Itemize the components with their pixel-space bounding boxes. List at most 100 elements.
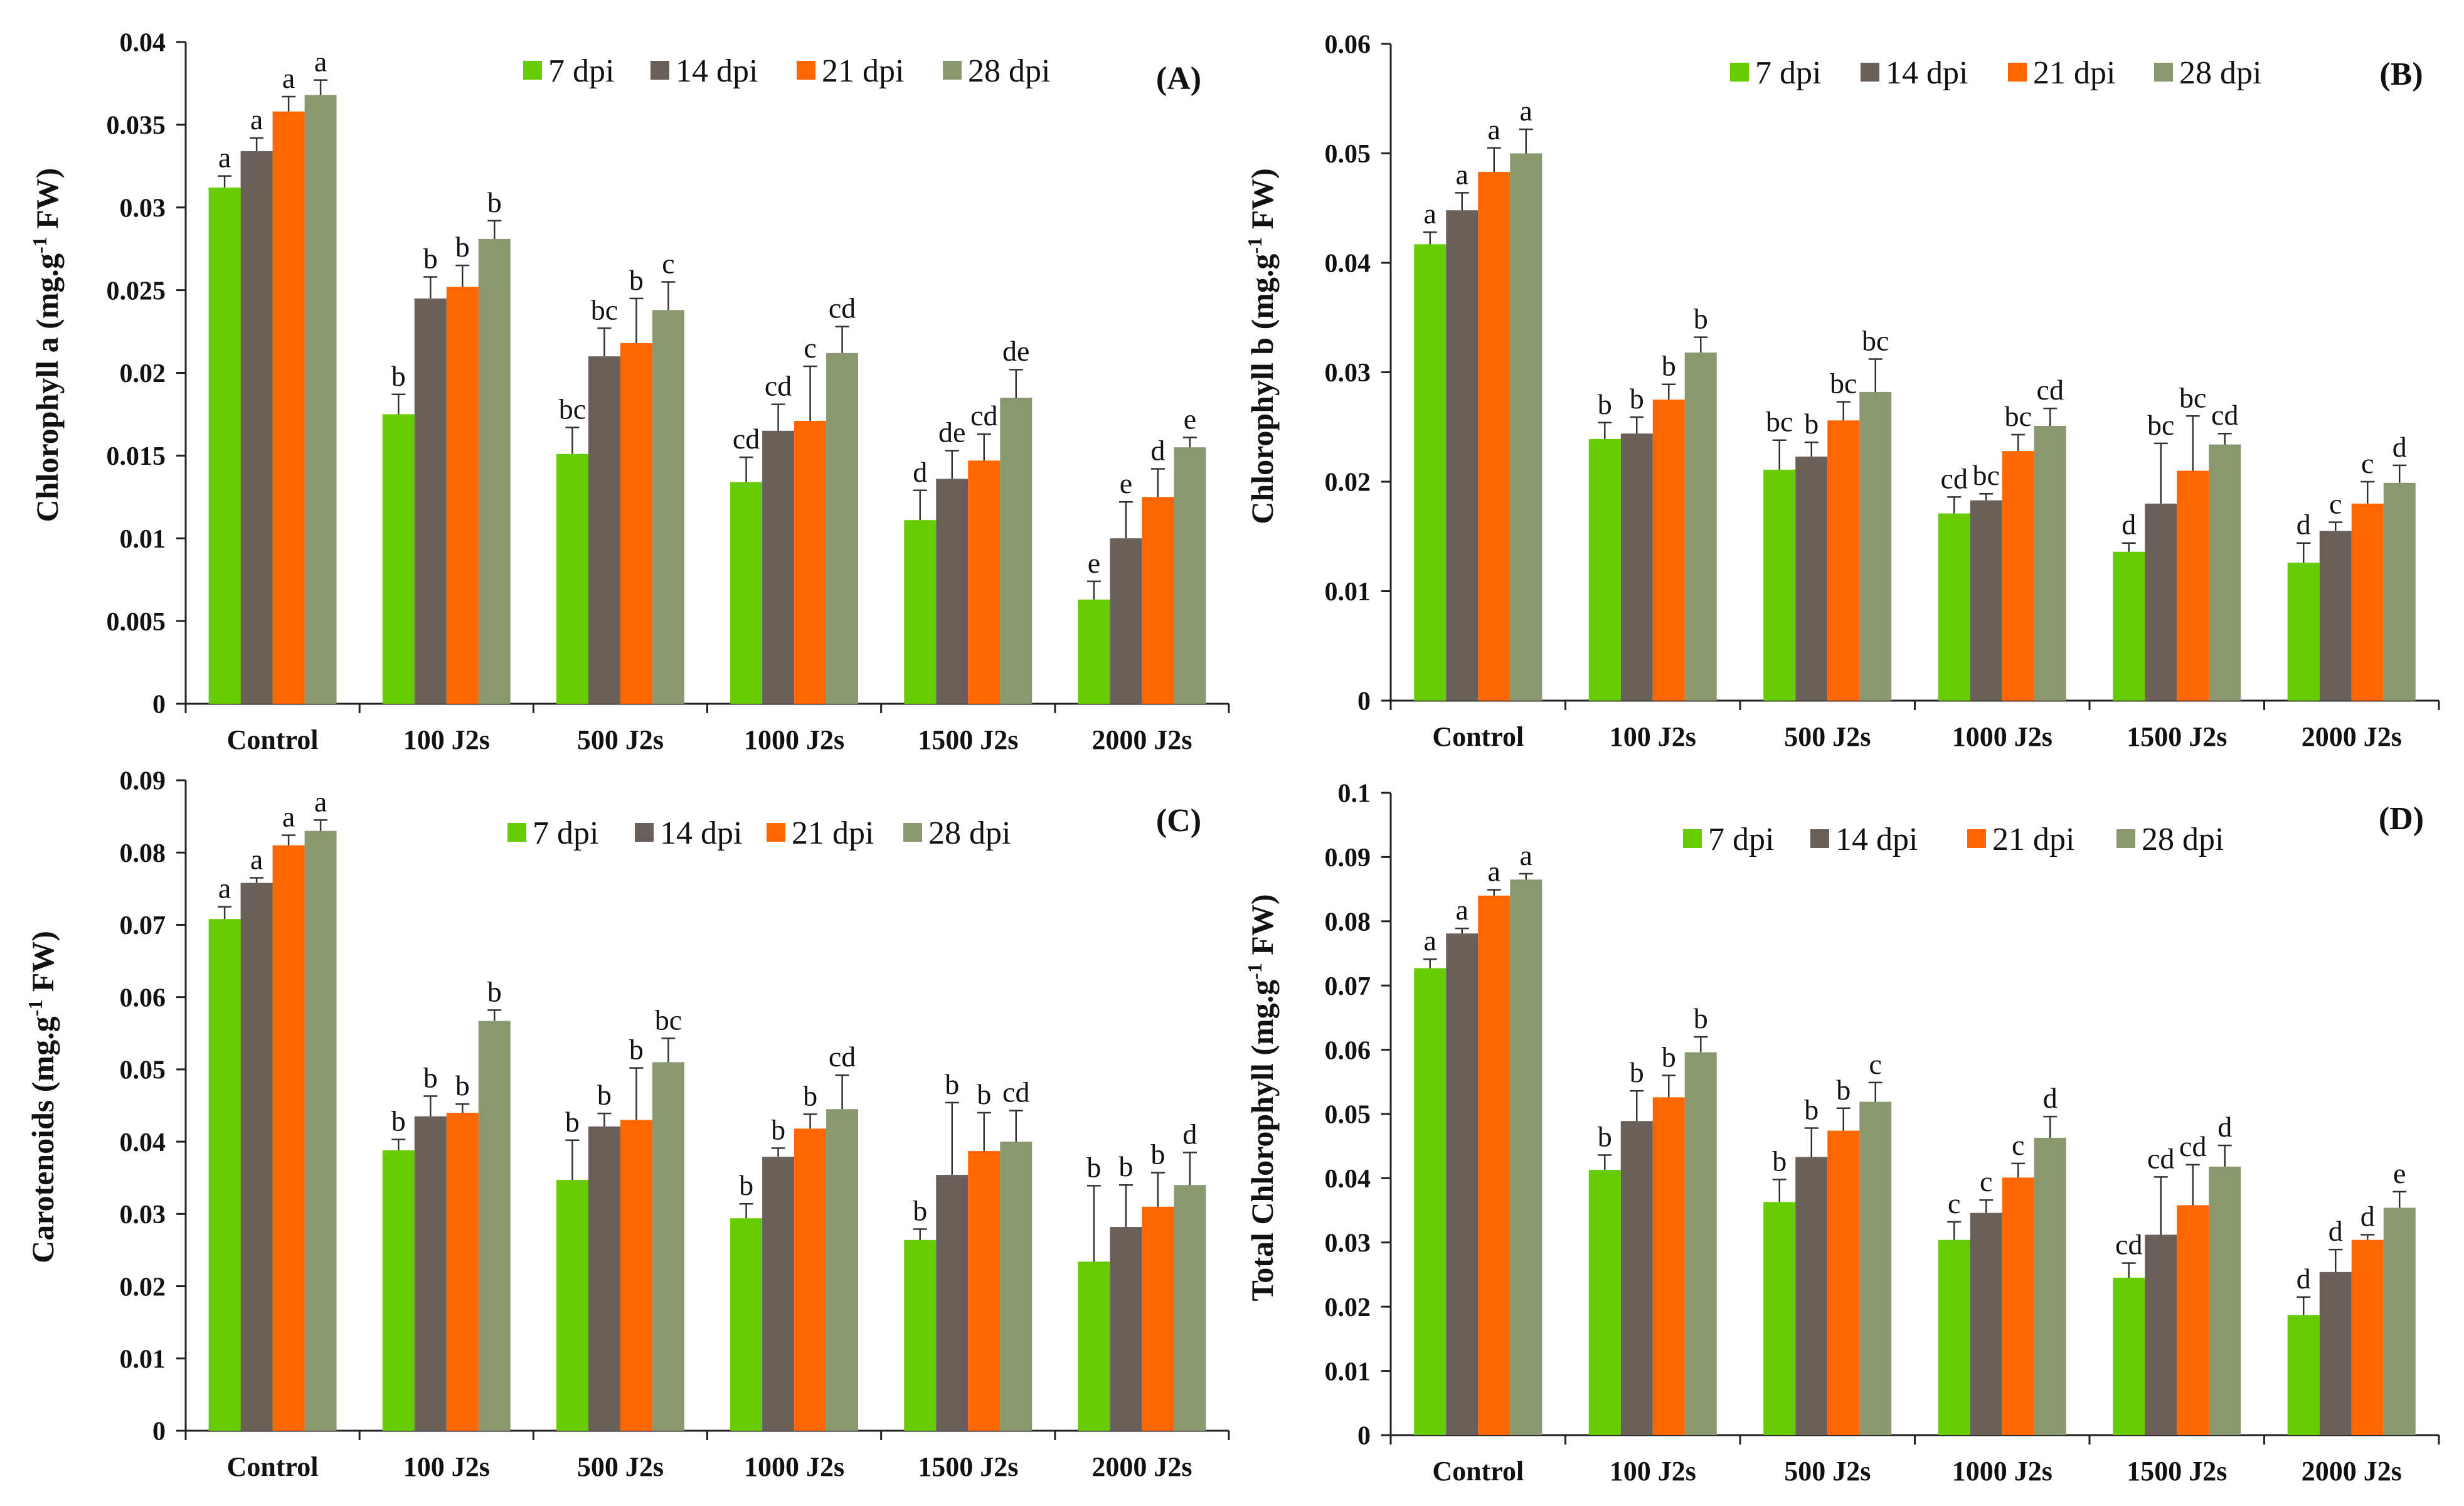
legend-label-21-dpi: 21 dpi	[1992, 822, 2074, 857]
panel-label: (B)	[2379, 56, 2423, 92]
significance-letter: bc	[1862, 325, 1889, 357]
y-axis-label-superscript: -1	[1243, 237, 1266, 254]
x-category-label: Control	[1432, 721, 1524, 752]
y-tick-label: 0.015	[107, 442, 166, 471]
x-category-label: 500 J2s	[577, 724, 664, 755]
bar-control-7-dpi	[208, 919, 241, 1431]
legend-label-7-dpi: 7 dpi	[1755, 55, 1821, 91]
significance-letter: a	[314, 46, 327, 78]
significance-letter: d	[2297, 509, 2311, 541]
y-axis-label: Chlorophyll b (mg.g-1 FW)	[1243, 168, 1280, 524]
bar-1000-j2s-28-dpi	[2034, 1137, 2066, 1435]
significance-letter: b	[1598, 1121, 1612, 1153]
bar-2000-j2s-14-dpi	[2319, 1271, 2352, 1435]
significance-letter: cd	[765, 370, 792, 402]
bar-1500-j2s-21-dpi	[2177, 1205, 2209, 1435]
significance-letter: d	[1182, 1118, 1197, 1150]
bar-500-j2s-28-dpi	[1859, 1101, 1892, 1435]
y-axis-label-main: Chlorophyll b (mg.g	[1245, 254, 1280, 524]
bar-100-j2s-14-dpi	[1620, 1121, 1653, 1435]
significance-letter: c	[2361, 447, 2374, 479]
significance-letter: a	[1424, 925, 1436, 957]
y-tick-label: 0	[152, 1418, 166, 1446]
bar-2000-j2s-7-dpi	[2287, 1315, 2320, 1435]
bar-control-7-dpi	[208, 188, 241, 704]
x-category-label: 1500 J2s	[2127, 721, 2227, 752]
y-axis-label-main: Total Chlorophyll (mg.g	[1245, 980, 1280, 1302]
significance-letter: b	[455, 231, 470, 263]
y-tick-label: 0.05	[120, 1056, 166, 1085]
y-tick-label: 0.02	[120, 1273, 166, 1302]
bar-100-j2s-14-dpi	[414, 298, 447, 704]
bar-1000-j2s-21-dpi	[794, 1128, 827, 1431]
significance-letter: b	[391, 360, 406, 392]
y-tick-label: 0.01	[120, 525, 166, 554]
y-tick-label: 0.07	[120, 911, 166, 940]
bar-control-14-dpi	[1446, 210, 1479, 701]
significance-letter: cd	[733, 423, 760, 455]
y-tick-label: 0.02	[1325, 469, 1371, 497]
bar-2000-j2s-21-dpi	[1142, 497, 1174, 704]
y-tick-label: 0.03	[120, 194, 166, 223]
y-tick-label: 0.09	[120, 767, 166, 796]
y-axis-label-superscript: -1	[24, 1000, 46, 1017]
legend-swatch-28-dpi	[943, 61, 962, 80]
significance-letter: d	[1150, 434, 1165, 466]
bar-100-j2s-28-dpi	[478, 238, 511, 704]
bar-100-j2s-28-dpi	[1684, 1052, 1717, 1435]
y-axis-label-unit: FW)	[29, 168, 65, 237]
y-tick-label: 0.06	[1325, 31, 1371, 60]
bar-500-j2s-21-dpi	[1827, 420, 1860, 701]
significance-letter: cd	[2179, 1130, 2206, 1162]
significance-letter: a	[1520, 95, 1532, 127]
bar-100-j2s-21-dpi	[1652, 1097, 1685, 1435]
bar-control-28-dpi	[1510, 153, 1543, 701]
bar-500-j2s-14-dpi	[1795, 456, 1828, 701]
y-tick-label: 0.01	[1325, 578, 1371, 607]
y-tick-label: 0.04	[1325, 1165, 1371, 1194]
legend-swatch-21-dpi	[2008, 63, 2027, 82]
significance-letter: d	[2121, 509, 2136, 541]
x-category-label: 100 J2s	[403, 1451, 490, 1482]
significance-letter: cd	[829, 292, 856, 324]
significance-letter: b	[1804, 1094, 1819, 1126]
legend-swatch-21-dpi	[767, 823, 785, 842]
bar-100-j2s-7-dpi	[1588, 1170, 1621, 1435]
x-category-label: 2000 J2s	[1091, 724, 1192, 755]
significance-letter: a	[1520, 839, 1532, 871]
significance-letter: b	[977, 1078, 991, 1110]
bar-2000-j2s-7-dpi	[1078, 1261, 1110, 1431]
bar-500-j2s-7-dpi	[1763, 1202, 1796, 1435]
significance-letter: cd	[1941, 462, 1968, 494]
y-axis-label-unit: FW)	[1245, 894, 1280, 963]
y-tick-label: 0.08	[1325, 908, 1371, 937]
bar-1500-j2s-28-dpi	[2209, 1166, 2241, 1435]
significance-letter: b	[945, 1068, 959, 1100]
x-category-label: 1000 J2s	[1952, 721, 2052, 752]
bar-1000-j2s-14-dpi	[1970, 500, 2002, 701]
significance-letter: b	[629, 1034, 644, 1066]
bar-100-j2s-21-dpi	[446, 1113, 479, 1431]
significance-letter: bc	[591, 294, 618, 326]
significance-letter: c	[1869, 1048, 1882, 1080]
significance-letter: cd	[2115, 1229, 2142, 1261]
significance-letter: b	[1772, 1145, 1787, 1177]
significance-letter: bc	[1830, 368, 1857, 400]
bar-1000-j2s-7-dpi	[730, 482, 763, 704]
y-axis-label: Carotenoids (mg.g-1 FW)	[24, 931, 60, 1263]
y-axis-label-unit: FW)	[1245, 168, 1280, 237]
significance-letter: b	[913, 1195, 927, 1227]
significance-letter: d	[2392, 431, 2407, 463]
legend-label-7-dpi: 7 dpi	[533, 815, 598, 851]
significance-letter: b	[1150, 1138, 1165, 1170]
bar-2000-j2s-7-dpi	[2287, 563, 2320, 701]
bar-2000-j2s-7-dpi	[1078, 599, 1110, 704]
legend-label-14-dpi: 14 dpi	[1886, 55, 1968, 91]
y-tick-label: 0.01	[120, 1345, 166, 1374]
bar-100-j2s-21-dpi	[1652, 400, 1685, 701]
bar-1000-j2s-7-dpi	[1938, 513, 1970, 701]
bar-1500-j2s-14-dpi	[936, 479, 969, 704]
significance-letter: a	[314, 785, 327, 817]
legend-label-14-dpi: 14 dpi	[660, 815, 742, 851]
